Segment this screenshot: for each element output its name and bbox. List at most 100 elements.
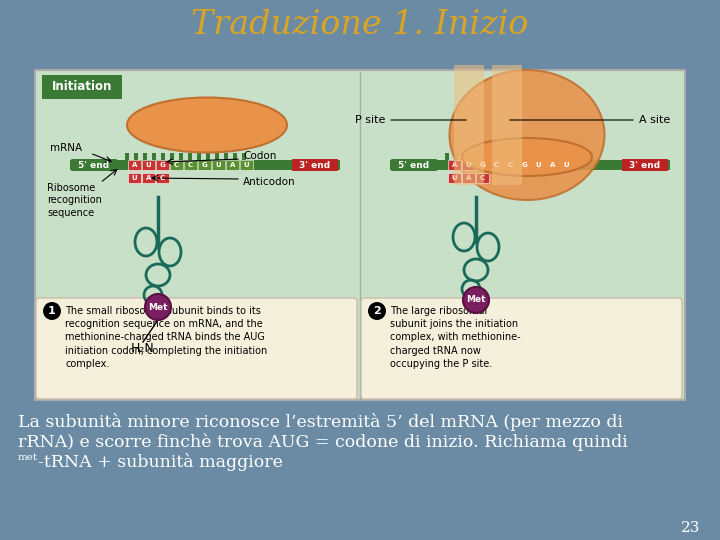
Text: G: G — [480, 162, 485, 168]
Text: The large ribosomal
subunit joins the initiation
complex, with methionine-
charg: The large ribosomal subunit joins the in… — [390, 306, 521, 369]
Bar — [463, 153, 467, 160]
Bar — [553, 153, 557, 160]
Text: 5' end: 5' end — [398, 160, 430, 170]
FancyBboxPatch shape — [36, 298, 357, 399]
Bar — [445, 153, 449, 160]
Bar — [212, 160, 225, 170]
Text: G: G — [160, 162, 166, 168]
Bar — [462, 173, 475, 183]
Text: A: A — [466, 175, 471, 181]
Bar — [242, 153, 246, 160]
Text: La subunità minore riconosce l’estremità 5’ del mRNA (per mezzo di: La subunità minore riconosce l’estremità… — [18, 413, 623, 431]
Ellipse shape — [449, 70, 605, 200]
Text: 23: 23 — [680, 521, 700, 535]
Bar — [532, 160, 545, 170]
Text: Met: Met — [148, 302, 168, 312]
Bar — [517, 153, 521, 160]
Bar — [476, 160, 489, 170]
FancyBboxPatch shape — [622, 159, 668, 171]
Bar — [544, 153, 548, 160]
Text: C: C — [480, 175, 485, 181]
Bar — [226, 160, 239, 170]
Circle shape — [145, 294, 171, 320]
Text: A: A — [146, 175, 151, 181]
Bar — [390, 160, 670, 170]
Bar — [156, 160, 169, 170]
Bar — [170, 153, 174, 160]
Text: A: A — [230, 162, 235, 168]
Bar — [508, 153, 512, 160]
Bar — [560, 160, 573, 170]
Bar — [224, 153, 228, 160]
FancyBboxPatch shape — [292, 159, 338, 171]
Text: 3' end: 3' end — [300, 160, 330, 170]
Bar — [170, 160, 183, 170]
Text: A: A — [452, 162, 457, 168]
Bar — [448, 173, 461, 183]
Circle shape — [368, 302, 386, 320]
Circle shape — [43, 302, 61, 320]
Text: G: G — [521, 162, 527, 168]
Bar — [546, 160, 559, 170]
Text: rRNA) e scorre finchè trova AUG = codone di inizio. Richiama quindi: rRNA) e scorre finchè trova AUG = codone… — [18, 433, 628, 451]
Bar — [499, 153, 503, 160]
Text: C: C — [174, 162, 179, 168]
Text: U: U — [243, 162, 249, 168]
Bar — [240, 160, 253, 170]
Bar — [454, 65, 484, 185]
Bar — [184, 160, 197, 170]
Bar — [142, 173, 155, 183]
Text: Initiation: Initiation — [52, 80, 112, 93]
Text: U: U — [536, 162, 541, 168]
Text: U: U — [132, 175, 138, 181]
Text: H₂N: H₂N — [131, 342, 155, 355]
Text: U: U — [564, 162, 570, 168]
Bar — [448, 160, 461, 170]
Bar — [152, 153, 156, 160]
Text: G: G — [202, 162, 207, 168]
Bar — [70, 160, 340, 170]
Text: P site: P site — [355, 115, 467, 125]
Bar — [128, 173, 141, 183]
Text: 2: 2 — [373, 306, 381, 316]
FancyBboxPatch shape — [391, 159, 437, 171]
FancyBboxPatch shape — [71, 159, 117, 171]
Text: met: met — [18, 454, 38, 462]
Bar — [197, 153, 201, 160]
Text: C: C — [160, 175, 165, 181]
FancyBboxPatch shape — [42, 75, 122, 99]
Text: 5' end: 5' end — [78, 160, 109, 170]
Bar — [481, 153, 485, 160]
Text: A: A — [550, 162, 555, 168]
Text: U: U — [466, 162, 472, 168]
Text: C: C — [188, 162, 193, 168]
Text: U: U — [216, 162, 221, 168]
Text: Met: Met — [467, 295, 486, 305]
Text: Ribosome
recognition
sequence: Ribosome recognition sequence — [47, 183, 102, 218]
Text: 3' end: 3' end — [629, 160, 660, 170]
Text: 1: 1 — [48, 306, 56, 316]
Text: A site: A site — [510, 115, 670, 125]
Text: C: C — [508, 162, 513, 168]
Bar — [562, 153, 566, 160]
Bar — [526, 153, 530, 160]
Text: The small ribosomal subunit binds to its
recognition sequence on mRNA, and the
m: The small ribosomal subunit binds to its… — [65, 306, 267, 369]
Bar — [142, 160, 155, 170]
Text: Anticodon: Anticodon — [243, 177, 296, 187]
Bar — [504, 160, 517, 170]
Bar — [233, 153, 237, 160]
Bar — [476, 173, 489, 183]
Bar — [156, 173, 169, 183]
Bar — [198, 160, 211, 170]
Text: Traduzione 1. Inizio: Traduzione 1. Inizio — [192, 9, 528, 41]
Circle shape — [463, 287, 489, 313]
Ellipse shape — [462, 138, 592, 176]
Text: U: U — [145, 162, 151, 168]
Bar — [492, 65, 522, 185]
Bar — [462, 160, 475, 170]
Text: -tRNA + subunità maggiore: -tRNA + subunità maggiore — [38, 453, 283, 471]
Bar — [206, 153, 210, 160]
Bar — [125, 153, 129, 160]
Bar — [161, 153, 165, 160]
Text: Codon: Codon — [243, 151, 276, 161]
